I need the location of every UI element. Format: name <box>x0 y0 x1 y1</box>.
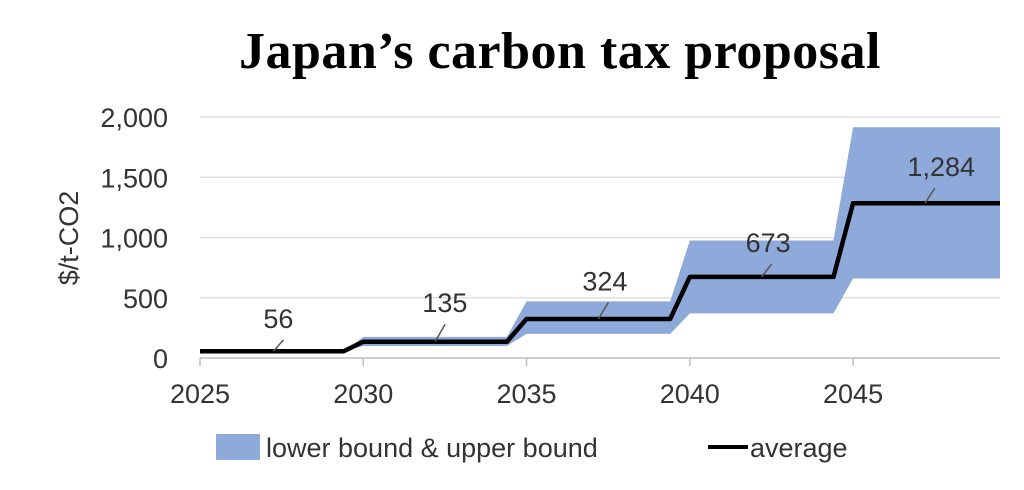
y-tick-label: 2,000 <box>100 103 168 133</box>
x-tick-label: 2025 <box>170 379 230 409</box>
y-axis-label: $/t-CO2 <box>54 191 84 286</box>
y-tick-label: 1,000 <box>100 224 168 254</box>
data-label: 56 <box>263 304 293 334</box>
data-label-leader <box>924 187 936 204</box>
chart-title: Japan’s carbon tax proposal <box>239 23 881 80</box>
data-label-leader <box>434 323 446 343</box>
legend-band-swatch <box>216 434 260 460</box>
data-label-leader <box>597 302 610 320</box>
data-label-leader <box>761 263 773 278</box>
bound-band <box>200 127 1000 352</box>
data-label-leader <box>272 339 285 352</box>
data-label: 1,284 <box>907 152 975 182</box>
tick-labels: 0 500 1,000 1,500 2,000 2025 2030 2035 2040 2045 <box>100 103 883 409</box>
data-label: 324 <box>582 267 627 297</box>
data-label: 673 <box>746 228 791 258</box>
bound-band-layer <box>200 127 1000 352</box>
annotations: 56 135 324 673 1,284 <box>263 152 975 352</box>
data-label: 135 <box>422 288 467 318</box>
y-tick-label: 0 <box>153 344 168 374</box>
y-tick-label: 500 <box>123 284 168 314</box>
x-tick-label: 2045 <box>823 379 883 409</box>
x-tick-label: 2035 <box>496 379 556 409</box>
x-tick-label: 2040 <box>660 379 720 409</box>
legend: lower bound & upper bound average <box>216 433 848 463</box>
legend-average-label: average <box>750 433 848 463</box>
x-axis <box>199 357 1000 366</box>
y-tick-label: 1,500 <box>100 163 168 193</box>
legend-band-label: lower bound & upper bound <box>266 433 598 463</box>
x-tick-label: 2030 <box>333 379 393 409</box>
